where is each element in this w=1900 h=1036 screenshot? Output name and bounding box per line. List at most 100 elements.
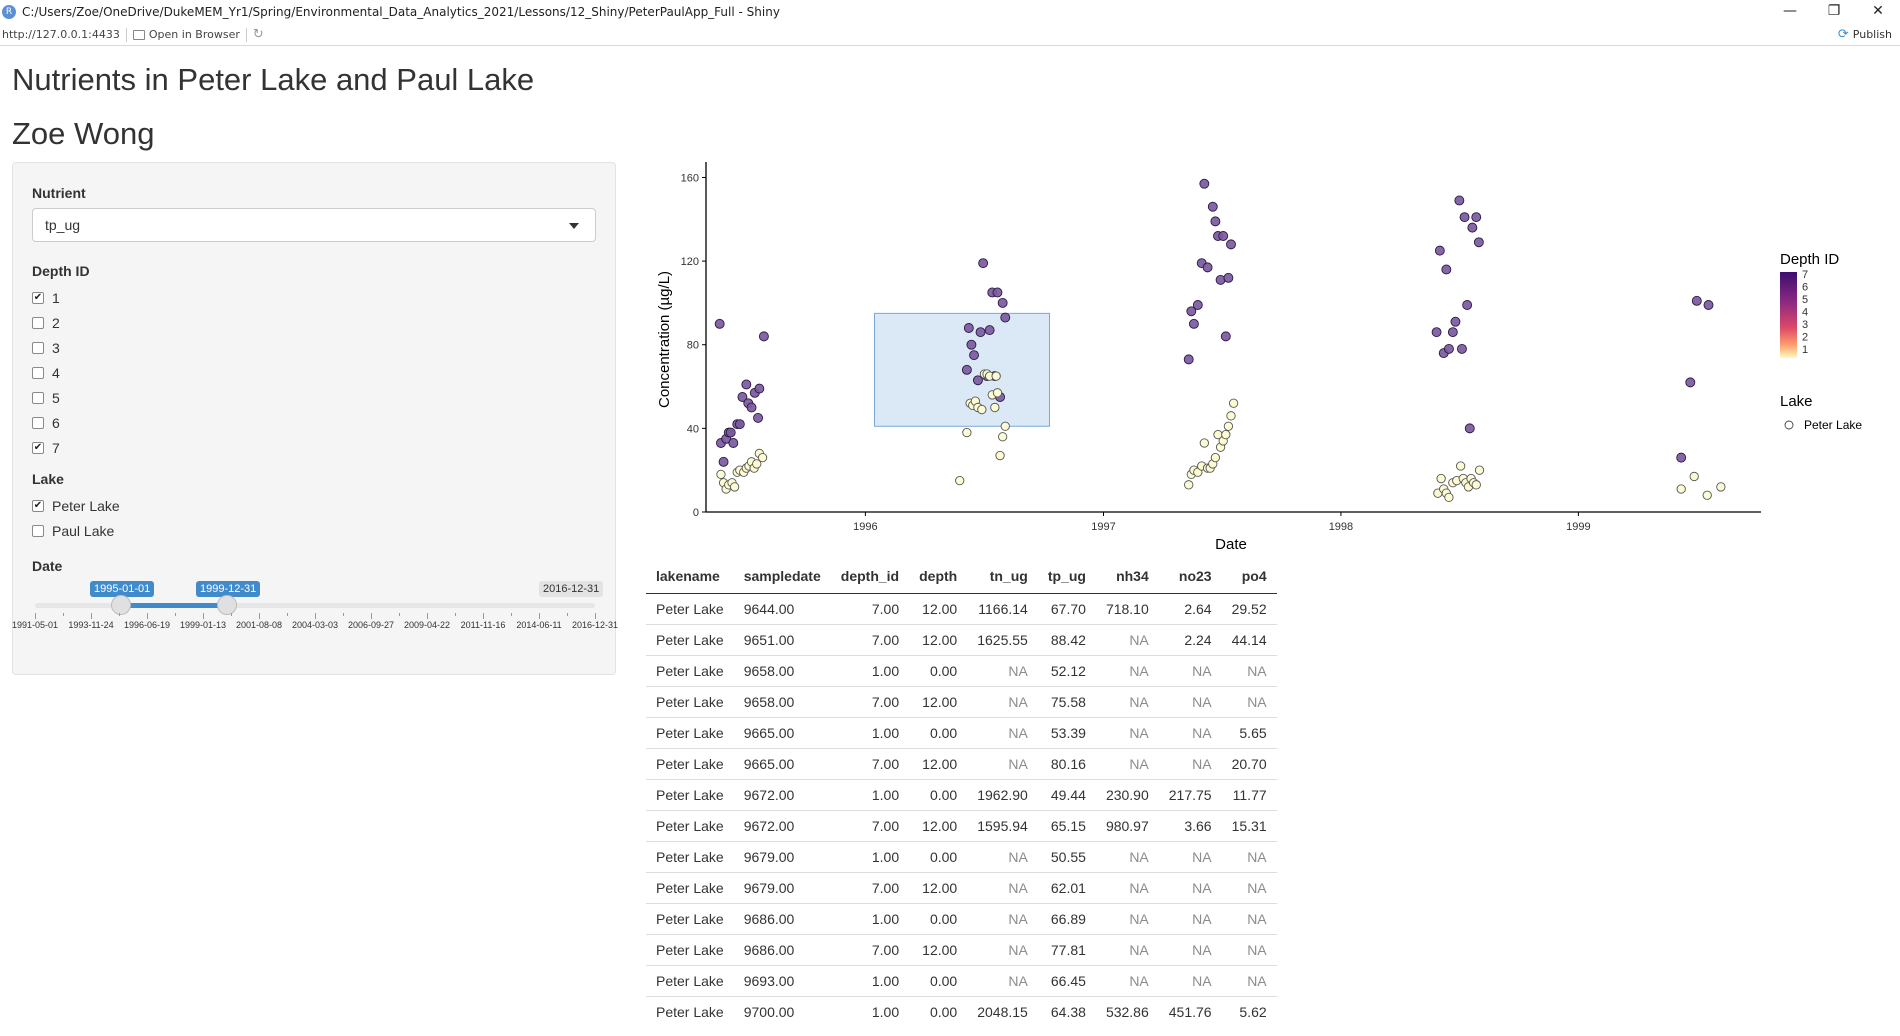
data-point-depth-7: [1202, 262, 1213, 273]
column-header-depth_id[interactable]: depth_id: [830, 560, 910, 594]
table-header-row: lakename sampledate depth_id depth tn_ug tp_u…: [646, 560, 1277, 594]
data-point-depth-1: [1474, 465, 1485, 475]
table-cell-sampledate: 9686.00: [733, 933, 831, 965]
checkbox-checked-icon[interactable]: ✔: [32, 442, 44, 454]
data-point-depth-7: [728, 438, 739, 448]
table-cell-po4: NA: [1221, 964, 1277, 996]
data-point-depth-7: [753, 412, 763, 423]
lake-checkbox-paul-lake[interactable]: Paul Lake: [32, 523, 114, 539]
data-point-depth-7: [963, 323, 974, 333]
table-cell-tp_ug: 66.45: [1037, 964, 1096, 996]
depth-checkbox-6[interactable]: 6: [32, 415, 60, 431]
table-cell-sampledate: 9644.00: [733, 592, 831, 624]
table-row: Peter Lake 9658.00 1.00 0.00 NA 52.12 NA NA NA: [646, 654, 1277, 686]
depth-checkbox-1[interactable]: ✔ 1: [32, 290, 60, 306]
column-header-no23[interactable]: no23: [1158, 560, 1222, 594]
table-cell-po4: NA: [1221, 933, 1277, 965]
depth-checkbox-3[interactable]: 3: [32, 340, 60, 356]
depth-checkbox-2[interactable]: 2: [32, 315, 60, 331]
data-point-depth-1: [1228, 398, 1239, 408]
checkbox-unchecked-icon[interactable]: [32, 392, 44, 404]
publish-button[interactable]: ⟳ Publish: [1838, 27, 1892, 42]
table-cell-po4: NA: [1221, 685, 1277, 717]
data-point-depth-7: [718, 456, 729, 467]
table-cell-depth_id: 7.00: [830, 747, 910, 779]
table-cell-po4: 29.52: [1221, 592, 1277, 624]
slider-tick-label: 2006-09-27: [347, 620, 395, 630]
checkbox-checked-icon[interactable]: ✔: [32, 292, 44, 304]
slider-track[interactable]: [35, 603, 595, 608]
table-cell-lakename: Peter Lake: [646, 654, 734, 686]
slider-tick: [343, 613, 344, 616]
table-cell-po4: NA: [1221, 871, 1277, 903]
checkbox-unchecked-icon[interactable]: [32, 342, 44, 354]
slider-tick: [315, 613, 316, 619]
close-button[interactable]: ✕: [1872, 3, 1884, 19]
table-cell-tn_ug: NA: [967, 747, 1038, 779]
table-cell-nh34: NA: [1095, 654, 1159, 686]
app-title: Nutrients in Peter Lake and Paul Lake: [12, 62, 535, 97]
table-cell-nh34: NA: [1095, 716, 1159, 748]
legend-lake-title: Lake: [1780, 393, 1813, 410]
table-cell-lakename: Peter Lake: [646, 778, 734, 810]
checkbox-unchecked-icon[interactable]: [32, 417, 44, 429]
data-point-depth-7: [997, 297, 1008, 308]
column-header-tn_ug[interactable]: tn_ug: [967, 560, 1038, 594]
slider-tick: [539, 613, 540, 619]
depth-checkbox-5[interactable]: 5: [32, 390, 60, 406]
depth-checkbox-7[interactable]: ✔ 7: [32, 440, 60, 456]
column-header-lakename[interactable]: lakename: [646, 560, 734, 594]
slider-tick: [259, 613, 260, 619]
slider-tick: [119, 613, 120, 616]
slider-to-badge: 1999-12-31: [196, 581, 261, 597]
checkbox-unchecked-icon[interactable]: [32, 317, 44, 329]
table-cell-depth_id: 7.00: [830, 685, 910, 717]
data-point-depth-7: [725, 427, 736, 438]
column-header-po4[interactable]: po4: [1221, 560, 1277, 594]
slider-tick: [63, 613, 64, 616]
table-cell-lakename: Peter Lake: [646, 840, 734, 872]
table-cell-depth_id: 1.00: [830, 995, 910, 1027]
data-point-depth-7: [969, 350, 979, 361]
table-cell-tn_ug: NA: [967, 685, 1038, 717]
column-header-depth[interactable]: depth: [909, 560, 968, 594]
data-point-depth-7: [975, 327, 986, 338]
table-cell-po4: NA: [1221, 840, 1277, 872]
slider-from-handle[interactable]: [111, 595, 131, 615]
data-point-depth-7: [1434, 245, 1445, 256]
nutrient-scatter-plot[interactable]: 0 40 80 120 160 1996 1997 1998 1999 Date Concentra…: [646, 162, 1900, 562]
table-cell-no23: NA: [1158, 871, 1222, 903]
column-header-tp_ug[interactable]: tp_ug: [1037, 560, 1096, 594]
slider-max-badge: 2016-12-31: [539, 581, 604, 597]
checkbox-unchecked-icon[interactable]: [32, 367, 44, 379]
table-cell-no23: NA: [1158, 654, 1222, 686]
slider-selected-range[interactable]: [121, 603, 227, 608]
nutrient-select[interactable]: tp_ug: [32, 208, 596, 242]
x-tick-label: 1997: [1091, 521, 1115, 533]
column-header-sampledate[interactable]: sampledate: [733, 560, 831, 594]
table-cell-tp_ug: 65.15: [1037, 809, 1096, 841]
data-point-depth-1: [1676, 484, 1686, 494]
depth-checkbox-4[interactable]: 4: [32, 365, 60, 381]
url-label[interactable]: http://127.0.0.1:4433: [2, 28, 120, 41]
refresh-icon[interactable]: ↻: [252, 27, 264, 42]
table-cell-depth: 12.00: [909, 747, 968, 779]
minimize-button[interactable]: —: [1783, 3, 1797, 19]
table-cell-lakename: Peter Lake: [646, 933, 734, 965]
table-cell-depth_id: 1.00: [830, 964, 910, 996]
table-row: Peter Lake 9644.00 7.00 12.00 1166.14 67.70 71…: [646, 592, 1277, 624]
depth-option-label: 5: [52, 390, 60, 406]
data-point-depth-7: [1447, 327, 1458, 338]
restore-button[interactable]: ❐: [1827, 3, 1841, 19]
column-header-nh34[interactable]: nh34: [1095, 560, 1159, 594]
date-range-slider[interactable]: 1995-01-01 1999-12-31 2016-12-31 1991-05…: [12, 581, 618, 641]
data-point-depth-7: [966, 339, 977, 350]
open-in-browser-button[interactable]: Open in Browser: [132, 28, 240, 41]
checkbox-checked-icon[interactable]: ✔: [32, 500, 44, 512]
slider-to-handle[interactable]: [217, 595, 237, 615]
table-cell-lakename: Peter Lake: [646, 809, 734, 841]
lake-checkbox-peter-lake[interactable]: ✔ Peter Lake: [32, 498, 120, 514]
checkbox-unchecked-icon[interactable]: [32, 525, 44, 537]
table-cell-po4: 44.14: [1221, 623, 1277, 655]
data-point-depth-7: [1676, 452, 1687, 463]
